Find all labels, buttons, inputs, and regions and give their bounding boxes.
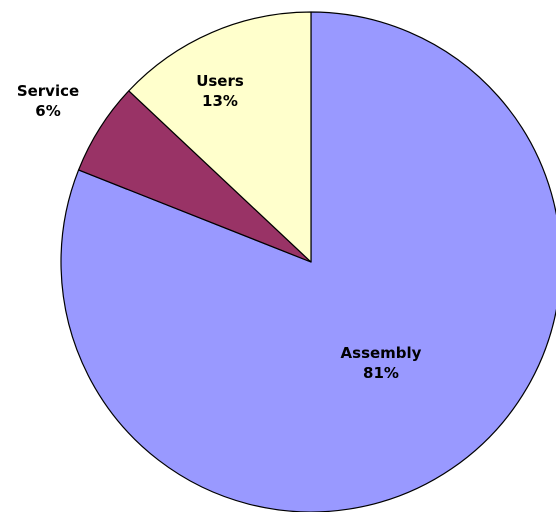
slice-label-assembly: Assembly (341, 344, 422, 362)
slice-label-users: Users (196, 72, 244, 90)
pie-slice-assembly (60, 11, 556, 512)
pie-slice-users (128, 11, 312, 263)
pie-slices (60, 11, 556, 512)
pie-labels: Assembly 81% Service 6% Users 13% (17, 72, 422, 382)
slice-percent-users: 13% (202, 92, 238, 110)
slice-label-service: Service (17, 82, 79, 100)
slice-percent-assembly: 81% (363, 364, 399, 382)
slice-percent-service: 6% (35, 102, 60, 120)
